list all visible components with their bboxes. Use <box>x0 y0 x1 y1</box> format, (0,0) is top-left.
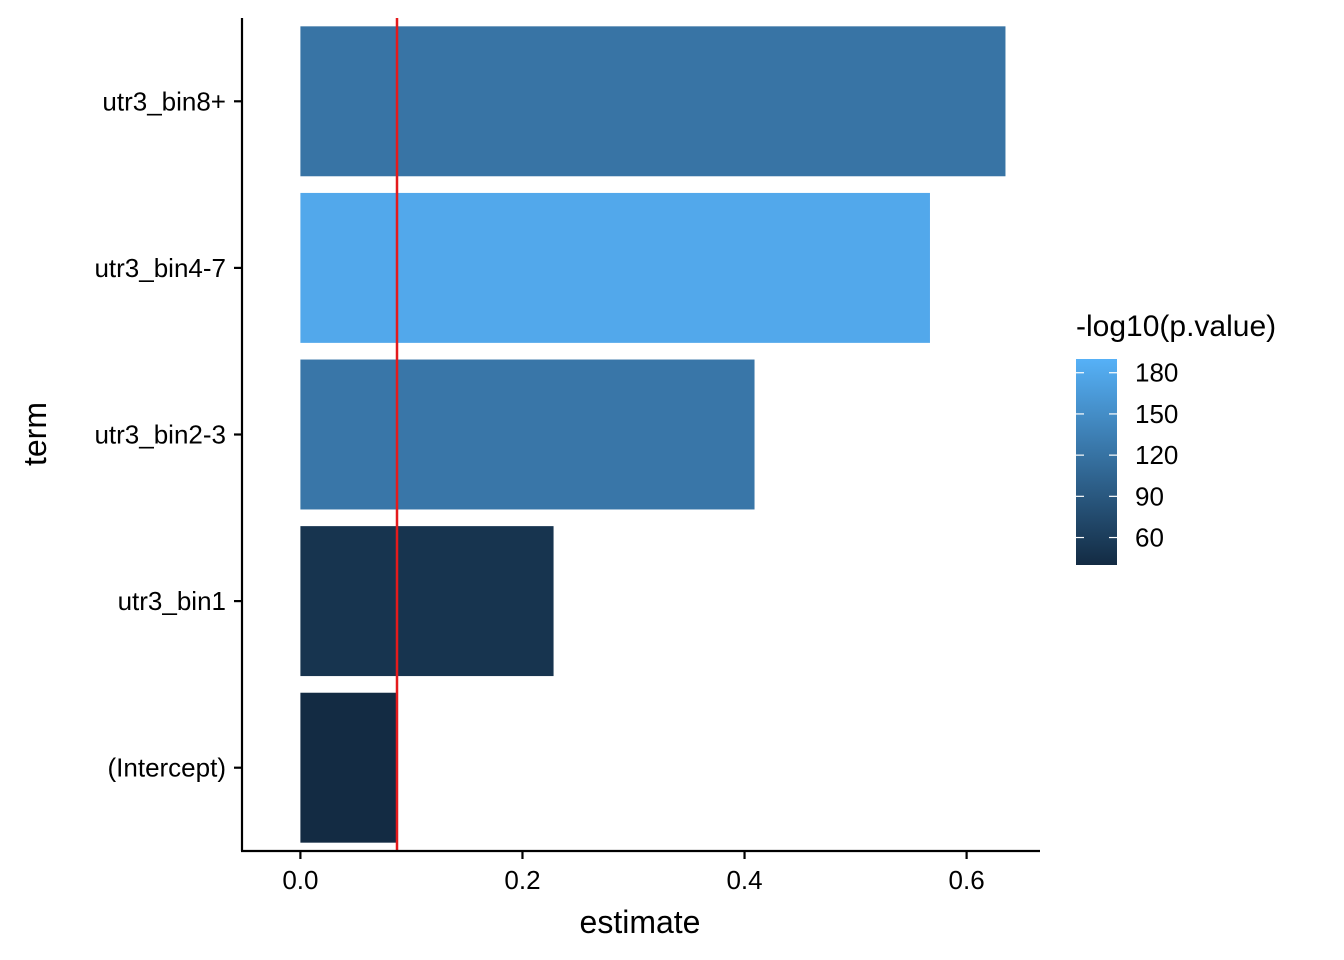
y-tick-label: (Intercept) <box>108 753 227 783</box>
bar-3 <box>300 526 554 677</box>
colorbar <box>1076 359 1117 565</box>
bar-0 <box>300 26 1006 177</box>
y-axis-title: term <box>17 402 53 466</box>
bars <box>300 26 1006 843</box>
x-tick-label: 0.0 <box>282 865 318 895</box>
colorbar-tick-label: 180 <box>1135 358 1178 388</box>
x-ticks: 0.0 0.2 0.4 0.6 <box>282 851 985 895</box>
bar-4 <box>300 692 398 843</box>
y-tick-label: utr3_bin8+ <box>102 86 226 116</box>
x-axis-title: estimate <box>580 904 701 940</box>
y-tick-label: utr3_bin2-3 <box>94 420 226 450</box>
colorbar-tick-label: 90 <box>1135 481 1164 511</box>
legend: -log10(p.value) 60 90 120 150 180 <box>1076 310 1276 565</box>
legend-title: -log10(p.value) <box>1076 310 1276 343</box>
x-tick-label: 0.6 <box>949 865 985 895</box>
bar-2 <box>300 359 755 510</box>
bar-1 <box>300 192 930 343</box>
colorbar-tick-label: 120 <box>1135 440 1178 470</box>
y-ticks: utr3_bin8+ utr3_bin4-7 utr3_bin2-3 utr3_bin… <box>94 86 242 783</box>
y-tick-label: utr3_bin4-7 <box>94 253 226 283</box>
x-tick-label: 0.2 <box>504 865 540 895</box>
y-tick-label: utr3_bin1 <box>118 586 226 616</box>
colorbar-tick-label: 150 <box>1135 399 1178 429</box>
colorbar-ticks: 60 90 120 150 180 <box>1076 358 1178 553</box>
colorbar-tick-label: 60 <box>1135 523 1164 553</box>
x-tick-label: 0.4 <box>726 865 762 895</box>
